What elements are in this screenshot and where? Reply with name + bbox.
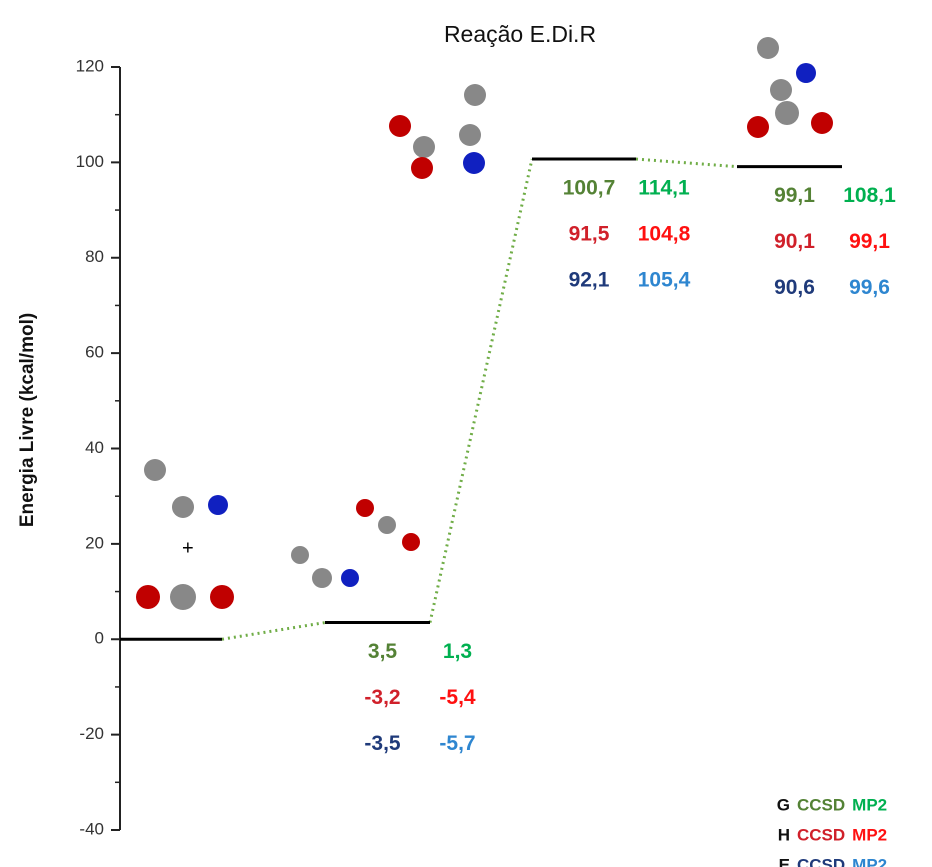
plus-sign: +	[182, 537, 194, 559]
molecules: +	[136, 37, 833, 610]
value-label: 105,4	[638, 269, 691, 292]
connector	[222, 623, 325, 640]
value-label: 90,1	[774, 230, 815, 253]
y-tick-label: 60	[85, 343, 104, 362]
legend-entry: CCSD	[797, 795, 845, 814]
y-tick-label: 120	[76, 56, 104, 75]
value-label: 104,8	[638, 223, 691, 246]
y-axis-label: Energia Livre (kcal/mol)	[17, 313, 38, 527]
value-label: 91,5	[569, 223, 610, 246]
value-label: 108,1	[843, 184, 896, 207]
value-label: 1,3	[443, 640, 472, 663]
value-label: -3,5	[364, 732, 401, 755]
y-tick-label: 0	[95, 629, 104, 648]
legend-group: H	[778, 825, 790, 844]
y-tick-label: -20	[79, 724, 104, 743]
legend-entry: MP2	[852, 795, 887, 814]
connector	[636, 159, 737, 167]
connector	[430, 159, 532, 623]
value-label: 92,1	[569, 269, 610, 292]
chart: Reação E.Di.R Energia Livre (kcal/mol) +…	[0, 0, 932, 867]
legend-entry: CCSD	[797, 855, 845, 867]
value-label: 99,1	[774, 184, 815, 207]
value-label: -3,2	[364, 686, 400, 709]
y-tick-label: 20	[85, 533, 104, 552]
legend-entry: MP2	[852, 855, 887, 867]
legend-group: G	[777, 795, 790, 814]
legend-group: E	[779, 855, 790, 867]
legend-entry: CCSD	[797, 825, 845, 844]
value-label: -5,7	[439, 732, 475, 755]
value-label: 3,5	[368, 640, 398, 663]
y-tick-label: -40	[79, 819, 104, 838]
value-label: 99,1	[849, 230, 890, 253]
value-label: 114,1	[638, 177, 690, 200]
value-label: 90,6	[774, 276, 815, 299]
value-label: 100,7	[563, 177, 616, 200]
y-tick-label: 40	[85, 438, 104, 457]
y-tick-label: 80	[85, 247, 104, 266]
y-tick-label: 100	[76, 152, 104, 171]
legend-entry: MP2	[852, 825, 887, 844]
chart-title: Reação E.Di.R	[444, 21, 596, 47]
value-label: -5,4	[439, 686, 476, 709]
value-label: 99,6	[849, 276, 890, 299]
